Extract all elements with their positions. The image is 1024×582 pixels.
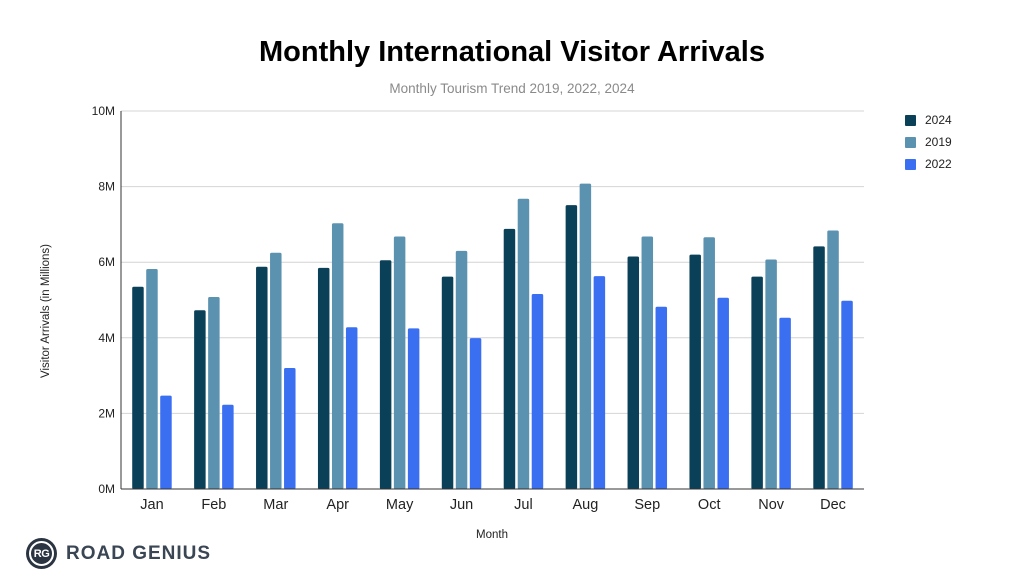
bar-2022-apr xyxy=(345,327,358,489)
bar-2024-nov xyxy=(751,276,763,489)
legend-swatch xyxy=(905,158,916,170)
chart-subtitle: Monthly Tourism Trend 2019, 2022, 2024 xyxy=(389,81,635,96)
bar-2024-sep xyxy=(627,256,640,489)
logo-badge: RG xyxy=(26,538,57,569)
bars xyxy=(132,183,853,490)
y-tick-labels: 0M 2M 4M 6M 8M 10M xyxy=(92,104,115,496)
y-tick-label: 2M xyxy=(98,406,115,420)
x-tick-label: Apr xyxy=(326,497,349,513)
bar-2019-nov xyxy=(765,259,777,489)
x-tick-label: Oct xyxy=(698,497,721,513)
legend-label: 2024 xyxy=(925,113,952,127)
bar-2022-dec xyxy=(841,300,853,489)
bar-2024-apr xyxy=(317,267,330,489)
bar-2022-nov xyxy=(779,317,791,489)
bar-2019-jun xyxy=(455,250,468,489)
bar-2024-may xyxy=(379,260,392,489)
logo-badge-text: RG xyxy=(29,541,54,566)
legend-item-2019: 2019 xyxy=(905,131,952,153)
x-tick-label: Jul xyxy=(514,497,533,513)
bar-2024-oct xyxy=(689,254,701,489)
legend-item-2024: 2024 xyxy=(905,109,952,131)
chart-title: Monthly International Visitor Arrivals xyxy=(259,36,765,68)
bar-2022-jan xyxy=(160,395,172,489)
x-axis-label: Month xyxy=(476,529,508,541)
gridlines xyxy=(121,110,864,414)
legend-item-2022: 2022 xyxy=(905,153,952,175)
legend-label: 2019 xyxy=(925,135,952,149)
x-tick-label: Aug xyxy=(572,497,598,513)
bar-2024-jun xyxy=(441,276,454,489)
x-tick-label: Jan xyxy=(140,497,163,513)
bar-2019-sep xyxy=(641,236,654,489)
y-tick-label: 10M xyxy=(92,104,115,118)
bar-2019-oct xyxy=(703,237,715,489)
bar-2019-aug xyxy=(579,183,592,490)
x-tick-label: Nov xyxy=(758,497,785,513)
bar-2019-jul xyxy=(517,198,530,490)
bar-2024-jan xyxy=(132,286,144,489)
bar-2019-dec xyxy=(827,230,839,489)
y-tick-label: 0M xyxy=(98,482,115,496)
legend: 2024 2019 2022 xyxy=(905,109,952,175)
bar-2022-may xyxy=(407,328,420,489)
bar-2022-jun xyxy=(469,338,482,489)
y-axis-label: Visitor Arrivals (in Millions) xyxy=(40,244,52,378)
legend-swatch xyxy=(905,114,916,126)
x-tick-label: Mar xyxy=(263,497,288,513)
axes xyxy=(120,111,864,490)
bar-2024-mar xyxy=(256,266,268,489)
bar-2019-may xyxy=(393,236,406,489)
logo-text: ROAD GENIUS xyxy=(66,542,212,564)
y-tick-label: 4M xyxy=(98,331,115,345)
bar-2022-sep xyxy=(655,306,668,489)
bar-2019-mar xyxy=(270,252,282,489)
legend-label: 2022 xyxy=(925,157,952,171)
y-tick-label: 6M xyxy=(98,255,115,269)
bar-2024-jul xyxy=(503,228,516,489)
bar-2022-mar xyxy=(284,368,296,489)
bar-2022-oct xyxy=(717,297,729,489)
bar-2019-jan xyxy=(146,269,158,489)
y-tick-label: 8M xyxy=(98,180,115,194)
bar-2022-feb xyxy=(222,404,234,489)
x-tick-label: Jun xyxy=(450,497,473,513)
bar-2022-aug xyxy=(593,276,606,489)
x-tick-labels: Jan Feb Mar Apr May Jun Jul Aug Sep Oct Nov Dec xyxy=(140,497,846,513)
x-tick-label: Dec xyxy=(820,497,846,513)
x-tick-label: Feb xyxy=(201,497,226,513)
x-tick-label: May xyxy=(386,497,414,513)
x-tick-label: Sep xyxy=(634,497,660,513)
bar-2024-dec xyxy=(813,246,825,489)
bar-2019-feb xyxy=(208,296,220,489)
bar-2024-feb xyxy=(194,310,206,489)
bar-2019-apr xyxy=(331,223,344,490)
legend-swatch xyxy=(905,136,916,148)
road-genius-logo: RG ROAD GENIUS xyxy=(26,538,211,569)
bar-2024-aug xyxy=(565,205,578,489)
bar-2022-jul xyxy=(531,293,544,489)
